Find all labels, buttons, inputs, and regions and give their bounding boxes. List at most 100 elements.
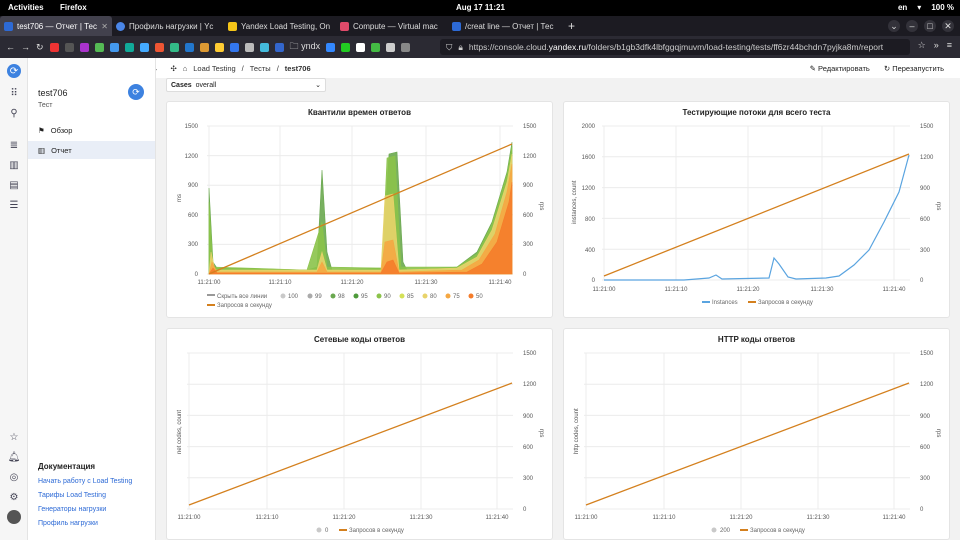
legend-swatch xyxy=(399,293,405,299)
net-codes-chart[interactable]: net codes, count rps 1500 1200 900 600 3… xyxy=(167,329,554,541)
x-tick: 11:21:00 xyxy=(575,515,599,521)
docs-link[interactable]: Тарифы Load Testing xyxy=(38,492,106,499)
app-menu[interactable]: Firefox xyxy=(60,3,87,12)
restart-button[interactable]: ↻ Перезапустить xyxy=(883,64,944,73)
threads-chart[interactable]: instances, count rps 2000 1600 1200 800 … xyxy=(564,102,951,319)
browser-tab[interactable]: Compute — Virtual mac xyxy=(336,16,448,36)
breadcrumb-tests[interactable]: Тесты xyxy=(249,63,271,73)
bookmark-icon[interactable] xyxy=(341,42,351,52)
document-icon[interactable]: ▤ xyxy=(9,179,19,191)
chart-icon[interactable]: ▥ xyxy=(9,159,19,171)
quantiles-chart[interactable]: ms rps 1500 1200 900 600 300 0 1500 1200… xyxy=(167,102,554,319)
bookmark-icon[interactable] xyxy=(184,42,194,52)
apps-grid-icon[interactable]: ⠿ xyxy=(10,87,18,99)
back-icon[interactable]: ← xyxy=(6,42,15,52)
bookmark-icon[interactable] xyxy=(154,42,164,52)
bookmark-icon[interactable] xyxy=(139,42,149,52)
legend-swatch xyxy=(280,293,286,299)
http-codes-chart[interactable]: http codes, count rps 1500 1200 900 600 … xyxy=(564,329,951,541)
layers-icon[interactable]: ≣ xyxy=(9,139,19,151)
bookmark-icon[interactable] xyxy=(401,42,411,52)
bookmark-icon[interactable] xyxy=(214,42,224,52)
x-tick: 11:21:10 xyxy=(256,515,280,521)
x-tick: 11:21:10 xyxy=(269,280,293,286)
bookmark-icon[interactable] xyxy=(94,42,104,52)
bookmark-icon[interactable] xyxy=(49,42,59,52)
docs-link[interactable]: Начать работу с Load Testing xyxy=(38,478,133,485)
bookmark-icon[interactable] xyxy=(199,42,209,52)
x-tick: 11:21:10 xyxy=(653,515,677,521)
chart-title: Сетевые коды ответов xyxy=(313,335,406,344)
settings-icon[interactable]: ⚙ xyxy=(9,491,19,503)
cloud-logo-icon[interactable]: ⟳ xyxy=(7,64,21,78)
star-icon[interactable]: ☆ xyxy=(917,40,926,50)
search-icon[interactable]: ⚲ xyxy=(10,107,18,119)
bookmark-icon[interactable] xyxy=(371,42,381,52)
y-tick: 900 xyxy=(188,183,199,189)
bookmark-icon[interactable] xyxy=(274,42,284,52)
close-tab-icon[interactable]: ✕ xyxy=(101,21,108,31)
forward-icon[interactable]: → xyxy=(21,42,30,52)
y2-tick: 900 xyxy=(523,183,534,189)
breadcrumb-section[interactable]: Load Testing xyxy=(193,63,236,73)
chevron-down-icon: ⌄ xyxy=(315,82,321,89)
bookmark-folder[interactable]: 🗀 yndx xyxy=(289,41,321,51)
bookmark-icon[interactable] xyxy=(244,42,254,52)
bookmark-icon[interactable] xyxy=(386,42,396,52)
bookmark-icon[interactable] xyxy=(79,42,89,52)
activities-button[interactable]: Activities xyxy=(8,3,44,12)
legend-swatch xyxy=(445,293,451,299)
y-tick: 1200 xyxy=(582,186,596,192)
close-window-icon[interactable]: ✕ xyxy=(942,20,954,32)
support-icon[interactable]: ◎ xyxy=(9,471,19,483)
docs-title: Документация xyxy=(38,462,96,471)
overflow-icon[interactable]: » xyxy=(933,40,939,50)
bell-icon[interactable]: 🔔︎ xyxy=(7,451,21,463)
quantiles-chart-card: Квантили времен ответов ms rps 1500 1200… xyxy=(166,101,553,318)
maximize-icon[interactable]: □ xyxy=(924,20,936,32)
quantile-area xyxy=(208,181,513,275)
battery-indicator[interactable]: 100 % xyxy=(931,3,954,12)
lock-icon[interactable]: 🔒︎ xyxy=(458,41,463,52)
system-top-bar: Activities Firefox Aug 17 11:21 en ▾ 100… xyxy=(0,0,960,16)
legend-item: 99 xyxy=(315,294,322,300)
docs-link[interactable]: Генераторы нагрузки xyxy=(38,506,107,513)
browser-tab[interactable]: Профиль нагрузки | Yc xyxy=(112,16,224,36)
bookmark-icon[interactable] xyxy=(124,42,134,52)
new-tab-button[interactable]: + xyxy=(568,19,576,33)
home-icon[interactable]: ⌂ xyxy=(182,63,188,73)
load-testing-icon[interactable]: ⟳ xyxy=(128,84,144,100)
nav-item-report[interactable]: ▥ Отчет xyxy=(28,141,155,159)
browser-tab[interactable]: /creat line — Отчет | Тес xyxy=(448,16,560,36)
star-icon[interactable]: ☆ xyxy=(9,431,19,443)
bookmark-icon[interactable] xyxy=(229,42,239,52)
network-icon[interactable]: ▾ xyxy=(917,3,922,12)
nav-item-overview[interactable]: ⚑ Обзор xyxy=(38,125,73,135)
bookmark-icon[interactable] xyxy=(64,42,74,52)
minimize-icon[interactable]: – xyxy=(906,20,918,32)
legend-item: 50 xyxy=(476,294,483,300)
url-text: https://console.cloud.yandex.ru/folders/… xyxy=(468,42,884,52)
list-icon[interactable]: ☰ xyxy=(9,199,19,211)
tab-list-icon[interactable]: ⌄ xyxy=(888,20,900,32)
bookmark-icon[interactable] xyxy=(326,42,336,52)
menu-icon[interactable]: ≡ xyxy=(946,40,952,50)
browser-tab[interactable]: Yandex Load Testing, On xyxy=(224,16,336,36)
edit-button[interactable]: ✎ Редактировать xyxy=(809,64,870,73)
bookmark-icon[interactable] xyxy=(259,42,269,52)
bookmark-icon[interactable] xyxy=(356,42,366,52)
url-bar[interactable]: ⛉ 🔒︎ https://console.cloud.yandex.ru/fol… xyxy=(440,39,910,55)
bookmark-icon[interactable] xyxy=(169,42,179,52)
lang-indicator[interactable]: en xyxy=(897,3,908,12)
y2-tick: 900 xyxy=(523,414,534,420)
reload-icon[interactable]: ↻ xyxy=(36,41,44,52)
docs-link[interactable]: Профиль нагрузки xyxy=(38,520,98,527)
x-tick: 11:21:20 xyxy=(730,515,754,521)
bookmark-icon[interactable] xyxy=(109,42,119,52)
cases-select[interactable]: Cases overall ⌄ xyxy=(166,78,326,92)
clock[interactable]: Aug 17 11:21 xyxy=(456,3,505,12)
avatar[interactable] xyxy=(7,510,21,524)
browser-tab[interactable]: test706 — Отчет | Тест ✕ xyxy=(0,16,112,36)
legend-item: 0 xyxy=(325,528,329,534)
shield-icon[interactable]: ⛉ xyxy=(446,41,453,52)
